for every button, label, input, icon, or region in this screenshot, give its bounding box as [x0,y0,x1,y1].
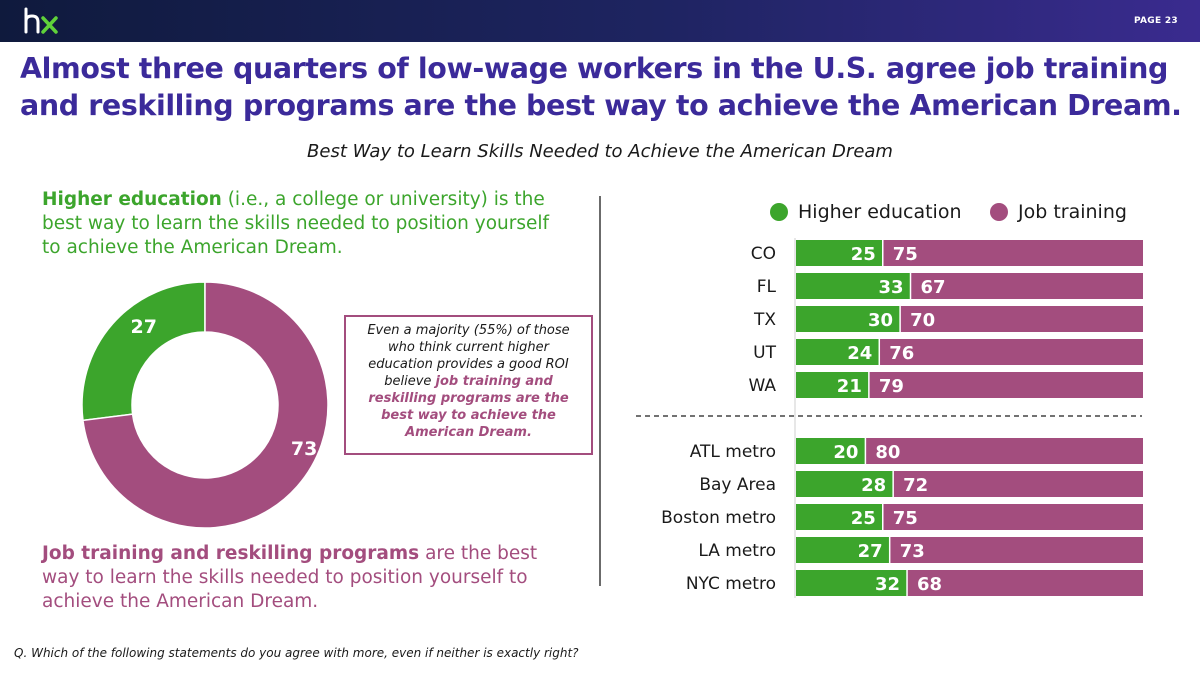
bar-job-training-la-metro [889,537,1143,563]
stacked-bar-chart: CO 25 75 FL 33 67 TX 30 70 UT 24 76 WA 21 79 ATL metro 2… [636,238,1143,598]
bar-higher-education-fl [796,273,911,299]
value-label-job-training-boston-metro: 75 [893,508,918,529]
value-label-higher-education-la-metro: 27 [858,541,883,562]
page-title-line-2: and reskilling programs are the best way… [20,89,1182,122]
bar-higher-education-nyc-metro [796,570,908,596]
bar-higher-education-atl-metro [796,438,866,464]
higher-education-statement-rest: (i.e., a college or university) is the b… [42,189,550,258]
donut-label-higher-education: 27 [130,316,156,338]
job-training-statement-bold: Job training and reskilling programs [42,543,420,564]
page-title-line-1: Almost three quarters of low-wage worker… [20,52,1169,85]
value-label-higher-education-tx: 30 [868,310,893,331]
value-label-job-training-fl: 67 [921,277,946,298]
callout-highlight: job training and reskilling programs are… [368,374,569,440]
category-label-boston-metro: Boston metro [661,508,776,528]
higher-education-statement: Higher education (i.e., a college or uni… [42,188,572,260]
vertical-divider [599,196,601,586]
legend-dot-higher-education [770,203,788,221]
value-label-higher-education-wa: 21 [837,376,862,397]
value-label-job-training-co: 75 [893,244,918,265]
job-training-statement: Job training and reskilling programs are… [42,542,572,614]
bar-higher-education-tx [796,306,901,332]
donut-label-job-training: 73 [291,438,317,460]
value-label-higher-education-nyc-metro: 32 [875,574,900,595]
bar-higher-education-boston-metro [796,504,883,530]
survey-question: Q. Which of the following statements do … [14,646,579,660]
chart-legend: Higher education Job training [770,201,1170,227]
category-label-fl: FL [757,277,777,297]
category-label-wa: WA [748,376,776,396]
bar-job-training-ut [879,339,1143,365]
bar-higher-education-la-metro [796,537,890,563]
callout-box: Even a majority (55%) of those who think… [344,315,593,455]
value-label-job-training-la-metro: 73 [900,541,925,562]
callout-text: Even a majority (55%) of those who think… [367,323,570,389]
value-label-higher-education-boston-metro: 25 [851,508,876,529]
value-label-job-training-bay-area: 72 [903,475,928,496]
donut-chart: 27 73 [81,281,329,529]
bar-job-training-co [882,240,1143,266]
legend-label-job-training: Job training [1018,201,1127,223]
hx-logo-icon [24,7,58,34]
value-label-higher-education-ut: 24 [847,343,872,364]
bar-higher-education-co [796,240,883,266]
value-label-job-training-atl-metro: 80 [875,442,900,463]
chart-subtitle: Best Way to Learn Skills Needed to Achie… [307,141,893,162]
legend-item-higher-education: Higher education [770,201,962,223]
bar-higher-education-ut [796,339,880,365]
legend-dot-job-training [990,203,1008,221]
bar-higher-education-bay-area [796,471,894,497]
value-label-job-training-tx: 70 [910,310,935,331]
bar-job-training-boston-metro [882,504,1143,530]
category-label-atl-metro: ATL metro [690,442,776,462]
bar-job-training-fl [910,273,1143,299]
category-label-nyc-metro: NYC metro [686,574,776,594]
value-label-higher-education-atl-metro: 20 [833,442,858,463]
donut-slice-job-training [82,281,329,529]
page-number: PAGE 23 [1133,16,1178,26]
category-label-la-metro: LA metro [698,541,776,561]
bar-higher-education-wa [796,372,869,398]
bar-job-training-wa [868,372,1143,398]
value-label-job-training-wa: 79 [879,376,904,397]
value-label-higher-education-bay-area: 28 [861,475,886,496]
value-label-job-training-ut: 76 [889,343,914,364]
category-label-ut: UT [753,343,776,363]
donut-slice-higher-education [81,281,206,422]
value-label-job-training-nyc-metro: 68 [917,574,942,595]
category-label-tx: TX [753,310,776,330]
category-label-co: CO [751,244,776,264]
category-label-bay-area: Bay Area [699,475,776,495]
bar-job-training-bay-area [893,471,1143,497]
value-label-higher-education-fl: 33 [878,277,903,298]
bar-job-training-nyc-metro [907,570,1143,596]
header-bar: PAGE 23 [0,0,1200,42]
legend-label-higher-education: Higher education [798,201,962,223]
page-title: Almost three quarters of low-wage worker… [20,50,1190,124]
legend-item-job-training: Job training [990,201,1127,223]
job-training-statement-rest: are the best way to learn the skills nee… [42,543,538,612]
higher-education-statement-bold: Higher education [42,189,222,210]
value-label-higher-education-co: 25 [851,244,876,265]
bar-job-training-atl-metro [865,438,1143,464]
bar-job-training-tx [900,306,1143,332]
